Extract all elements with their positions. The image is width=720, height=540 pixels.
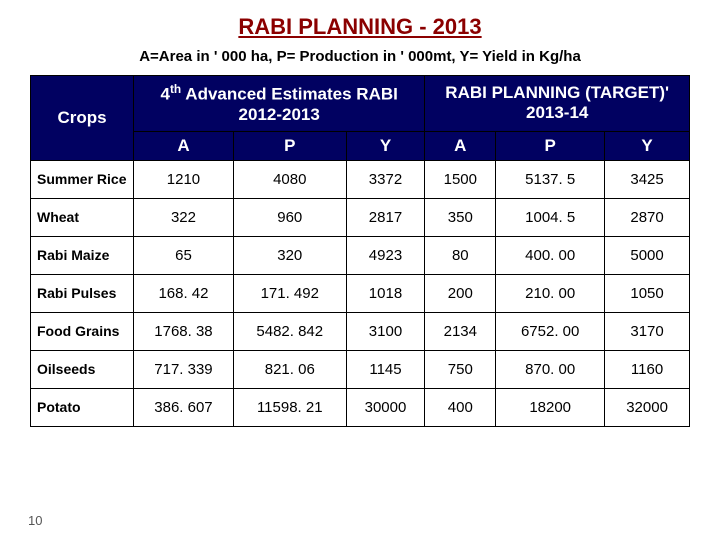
data-cell: 18200: [496, 388, 605, 426]
group1-rest: Advanced Estimates RABI 2012-2013: [181, 85, 398, 124]
data-cell: 2134: [425, 312, 496, 350]
data-cell: 1210: [134, 160, 234, 198]
data-cell: 32000: [605, 388, 690, 426]
subhdr-a2: A: [425, 131, 496, 160]
table-row: Rabi Maize65320492380400. 005000: [31, 236, 690, 274]
table-row: Summer Rice12104080337215005137. 53425: [31, 160, 690, 198]
table-row: Wheat32296028173501004. 52870: [31, 198, 690, 236]
data-cell: 1018: [346, 274, 425, 312]
data-cell: 717. 339: [134, 350, 234, 388]
subhdr-y1: Y: [346, 131, 425, 160]
data-cell: 168. 42: [134, 274, 234, 312]
data-cell: 2870: [605, 198, 690, 236]
data-cell: 400. 00: [496, 236, 605, 274]
data-cell: 5482. 842: [233, 312, 346, 350]
table-row: Rabi Pulses168. 42171. 4921018200210. 00…: [31, 274, 690, 312]
data-cell: 80: [425, 236, 496, 274]
page-number: 10: [28, 513, 42, 528]
data-cell: 171. 492: [233, 274, 346, 312]
data-cell: 1500: [425, 160, 496, 198]
data-cell: 30000: [346, 388, 425, 426]
data-cell: 960: [233, 198, 346, 236]
data-cell: 3425: [605, 160, 690, 198]
data-cell: 1145: [346, 350, 425, 388]
data-cell: 4080: [233, 160, 346, 198]
header-group-estimates: 4th Advanced Estimates RABI 2012-2013: [134, 76, 425, 132]
crop-name: Food Grains: [31, 312, 134, 350]
crop-name: Oilseeds: [31, 350, 134, 388]
data-cell: 821. 06: [233, 350, 346, 388]
subhdr-p1: P: [233, 131, 346, 160]
data-cell: 350: [425, 198, 496, 236]
data-cell: 322: [134, 198, 234, 236]
crop-name: Summer Rice: [31, 160, 134, 198]
data-cell: 386. 607: [134, 388, 234, 426]
data-cell: 5137. 5: [496, 160, 605, 198]
planning-table: Crops 4th Advanced Estimates RABI 2012-2…: [30, 75, 690, 427]
data-cell: 200: [425, 274, 496, 312]
data-cell: 3100: [346, 312, 425, 350]
crop-name: Potato: [31, 388, 134, 426]
data-cell: 65: [134, 236, 234, 274]
page-title: RABI PLANNING - 2013: [0, 0, 720, 40]
data-cell: 750: [425, 350, 496, 388]
subhdr-p2: P: [496, 131, 605, 160]
table-row: Potato386. 60711598. 2130000400182003200…: [31, 388, 690, 426]
data-cell: 1004. 5: [496, 198, 605, 236]
data-cell: 870. 00: [496, 350, 605, 388]
table-row: Oilseeds717. 339821. 061145750870. 00116…: [31, 350, 690, 388]
table-row: Food Grains1768. 385482. 842310021346752…: [31, 312, 690, 350]
data-cell: 320: [233, 236, 346, 274]
crop-name: Rabi Maize: [31, 236, 134, 274]
subhdr-y2: Y: [605, 131, 690, 160]
data-cell: 400: [425, 388, 496, 426]
header-group-target: RABI PLANNING (TARGET)' 2013-14: [425, 76, 690, 132]
crop-name: Rabi Pulses: [31, 274, 134, 312]
data-cell: 1160: [605, 350, 690, 388]
data-cell: 1768. 38: [134, 312, 234, 350]
data-cell: 4923: [346, 236, 425, 274]
page-subtitle: A=Area in ' 000 ha, P= Production in ' 0…: [0, 48, 720, 65]
data-cell: 210. 00: [496, 274, 605, 312]
crop-name: Wheat: [31, 198, 134, 236]
group1-sup: th: [170, 82, 181, 96]
data-cell: 1050: [605, 274, 690, 312]
group1-prefix: 4: [161, 85, 170, 104]
header-crops: Crops: [31, 76, 134, 161]
data-cell: 11598. 21: [233, 388, 346, 426]
subhdr-a1: A: [134, 131, 234, 160]
data-cell: 2817: [346, 198, 425, 236]
data-cell: 6752. 00: [496, 312, 605, 350]
data-cell: 3372: [346, 160, 425, 198]
data-cell: 5000: [605, 236, 690, 274]
data-cell: 3170: [605, 312, 690, 350]
